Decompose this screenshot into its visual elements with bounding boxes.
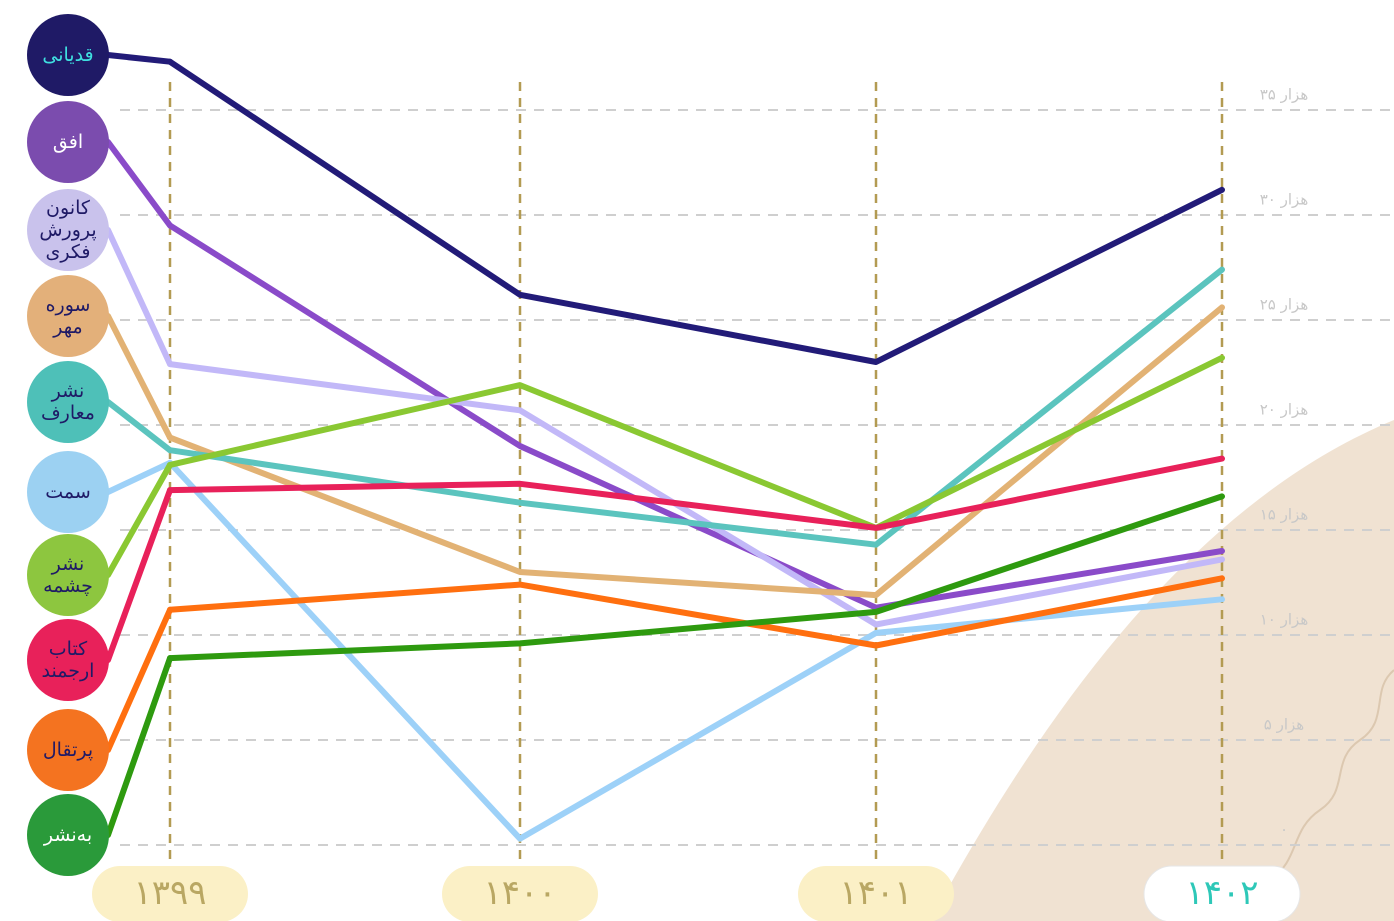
connector [105, 52, 173, 65]
badge-label-box: به‌نشر [43, 824, 93, 846]
legend-label: کانون پرورش فکری [39, 197, 97, 263]
badge [27, 709, 109, 791]
badge [27, 794, 109, 876]
y-tick-label: ۳۰ هزار [1260, 191, 1309, 209]
connector [105, 399, 173, 454]
connector [105, 459, 173, 495]
y-tick-label: ۲۵ هزار [1260, 296, 1309, 314]
series-line [167, 575, 1225, 649]
connector [105, 313, 173, 441]
badge [27, 189, 109, 271]
y-tick-label: ۵ هزار [1264, 716, 1305, 734]
badges: قدیانی افق کانون پرورش فکری سوره مهر نشر معا… [27, 14, 109, 876]
connector [105, 606, 173, 753]
x-tick-label: ۱۴۰۰ [483, 873, 556, 913]
badge-label-box: نشر چشمه [43, 553, 93, 597]
connector [105, 655, 173, 838]
year-pill [798, 866, 954, 921]
connector [105, 139, 173, 229]
badge-label-box: سمت [45, 481, 91, 503]
y-tick-label: ۱۰ هزار [1260, 611, 1309, 629]
legend-label: نشر چشمه [43, 553, 93, 597]
badge-label-box: افق [52, 131, 84, 153]
series-line [167, 222, 1225, 611]
series-line [167, 455, 1225, 531]
year-pill [1143, 865, 1301, 921]
badge [27, 101, 109, 183]
y-tick-label: ۲۰ هزار [1260, 401, 1309, 419]
legend-label: به‌نشر [43, 824, 93, 846]
lines [105, 52, 1225, 842]
x-tick-label: ۱۴۰۱ [839, 873, 912, 913]
badge [27, 361, 109, 443]
series-line [167, 354, 1225, 531]
badge-label-box: پرتقال [42, 739, 94, 761]
y-tick-label: ۳۵ هزار [1260, 86, 1309, 104]
badge-label-box: نشر معارف [40, 380, 95, 424]
badge-label-box: قدیانی [42, 44, 94, 66]
y-tick-label: ۱۵ هزار [1260, 506, 1309, 524]
series-line [167, 58, 1225, 365]
x-tick-label: ۱۳۹۹ [133, 873, 206, 913]
badge [27, 619, 109, 701]
badge-label-box: کتاب ارجمند [41, 638, 95, 682]
year-pill [92, 866, 248, 921]
badge [27, 451, 109, 533]
series-line [167, 493, 1225, 662]
x-axis: ۱۳۹۹ ۱۴۰۰ ۱۴۰۱ ۱۴۰۲ [92, 865, 1301, 921]
badge [27, 14, 109, 96]
connector [105, 487, 173, 663]
year-pill [442, 866, 598, 921]
background-shape [930, 420, 1394, 921]
series-line [167, 361, 1225, 628]
legend-label: پرتقال [42, 739, 94, 761]
series-line [167, 266, 1225, 548]
legend-label: افق [52, 131, 84, 153]
badge-label-box: کانون پرورش فکری [39, 197, 97, 263]
y-tick-label: ۰ [1280, 821, 1288, 839]
legend-label: کتاب ارجمند [41, 638, 95, 682]
badge-label-box: سوره مهر [45, 294, 91, 338]
connector [105, 227, 173, 368]
year-lines [168, 82, 1224, 870]
grid: ۰ ۵ هزار ۱۰ هزار ۱۵ هزار ۲۰ هزار ۲۵ هزار ۳۰ هز… [120, 86, 1394, 846]
legend-label: نشر معارف [40, 380, 95, 424]
connector [105, 461, 173, 578]
series-line [167, 304, 1225, 599]
legend-label: قدیانی [42, 44, 94, 66]
legend-label: سوره مهر [45, 294, 91, 338]
badge [27, 275, 109, 357]
badge [27, 534, 109, 616]
x-tick-label: ۱۴۰۲ [1185, 873, 1258, 913]
legend-label: سمت [45, 481, 91, 503]
